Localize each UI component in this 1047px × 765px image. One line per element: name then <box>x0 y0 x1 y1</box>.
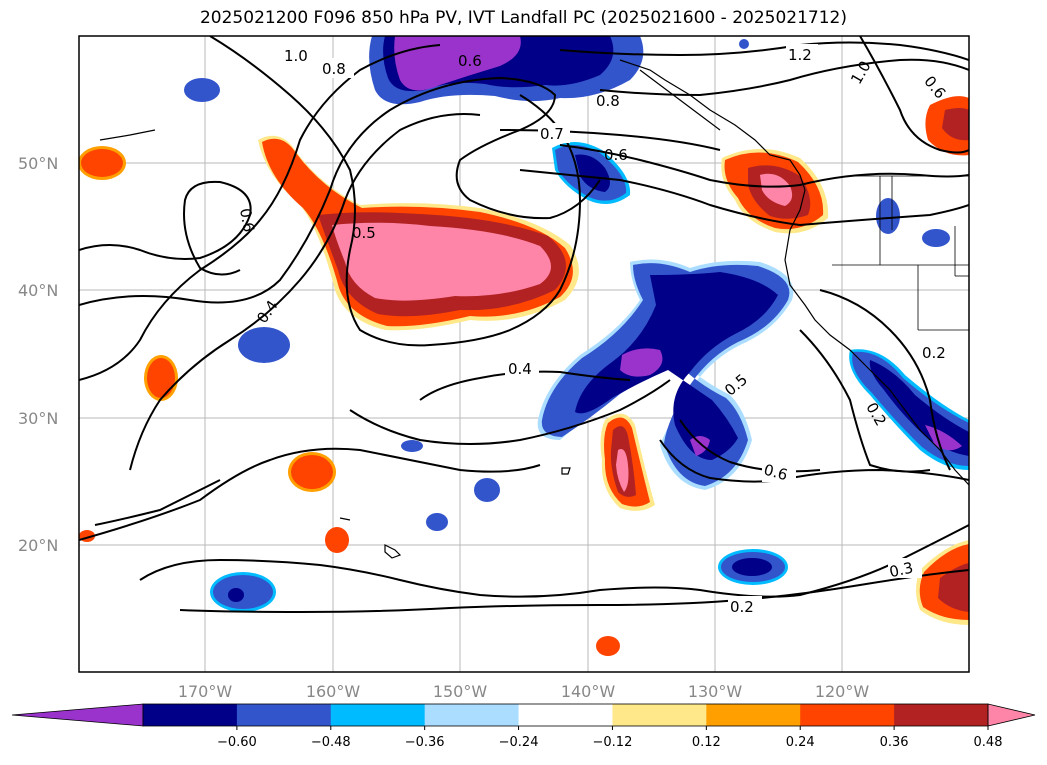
latitude-label: 40°N <box>18 281 58 300</box>
contour-label: 0.2 <box>730 598 754 616</box>
negative-pv-regions <box>184 36 969 612</box>
colorbar-extend-low <box>11 703 144 727</box>
colorbar-bin <box>143 704 238 726</box>
latitude-label: 30°N <box>18 409 58 428</box>
contour-label: 0.6 <box>236 207 258 234</box>
contour-label: 0.5 <box>352 224 376 242</box>
contour-label: 0.6 <box>458 52 482 70</box>
political-borders <box>832 175 969 331</box>
colorbar-tick-label: −0.12 <box>593 735 633 750</box>
colorbar-tick-label: 0.24 <box>786 735 815 750</box>
colorbar-bin <box>612 704 707 726</box>
colorbar-tick-label: −0.36 <box>405 735 445 750</box>
colorbar-bin <box>800 704 895 726</box>
longitude-label: 170°W <box>178 682 233 701</box>
contour-label: 0.8 <box>322 60 346 78</box>
longitude-label: 160°W <box>306 682 361 701</box>
longitude-label: 130°W <box>688 682 743 701</box>
coastlines <box>99 59 969 559</box>
latitude-label: 50°N <box>18 154 58 173</box>
colorbar-bin <box>424 704 520 726</box>
contour-label: 0.6 <box>762 461 790 485</box>
colorbar-bin <box>330 704 426 726</box>
contour-label: 0.6 <box>604 146 628 164</box>
map-title: 2025021200 F096 850 hPa PV, IVT Landfall… <box>199 8 847 28</box>
longitude-label: 140°W <box>561 682 616 701</box>
colorbar-tick-label: 0.48 <box>974 735 1003 750</box>
colorbar-tick-label: 0.12 <box>692 735 721 750</box>
colorbar-extend-high <box>987 703 1036 727</box>
colorbar-tick-label: −0.24 <box>499 735 539 750</box>
map-frame <box>78 35 970 673</box>
colorbar-bin <box>518 704 613 726</box>
contour-label: 0.3 <box>888 559 915 582</box>
longitude-label: 120°W <box>815 682 870 701</box>
positive-pv-regions <box>79 96 969 656</box>
longitude-label: 150°W <box>433 682 488 701</box>
contour-label: 1.0 <box>284 47 308 65</box>
contour-label: 0.4 <box>508 360 532 378</box>
colorbar: −0.60 −0.48 −0.36 −0.24 −0.12 0.12 0.24 0.36 0.4… <box>11 703 1036 750</box>
colorbar-tick-label: −0.48 <box>311 735 351 750</box>
colorbar-outline <box>142 703 989 727</box>
contour-label: 1.2 <box>788 46 812 64</box>
contour-label: 0.7 <box>540 125 564 143</box>
colorbar-bin <box>706 704 801 726</box>
colorbar-tick-label: 0.36 <box>880 735 909 750</box>
map-background <box>79 36 969 672</box>
latitude-label: 20°N <box>18 536 58 555</box>
contour-label: 0.2 <box>922 344 946 362</box>
colorbar-bin <box>894 704 989 726</box>
contour-label: 0.8 <box>596 92 620 110</box>
colorbar-bin <box>236 704 332 726</box>
colorbar-tick-label: −0.60 <box>217 735 257 750</box>
